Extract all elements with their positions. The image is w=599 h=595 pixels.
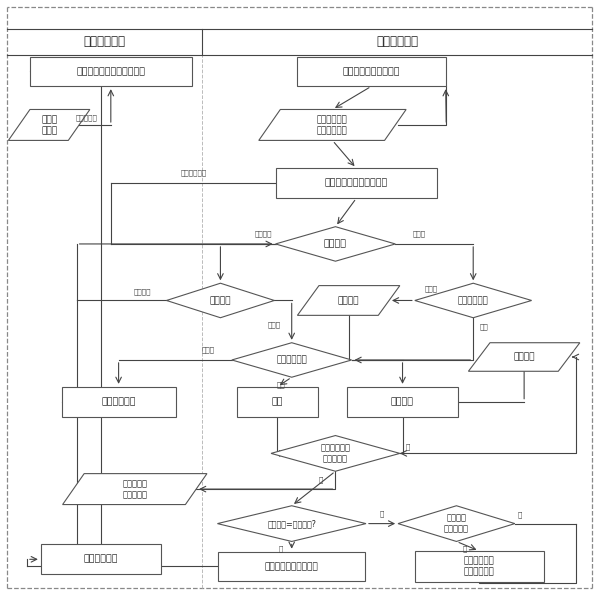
Bar [62, 387, 176, 416]
Text: 生成车辆轨迹记录矩阵: 生成车辆轨迹记录矩阵 [343, 67, 400, 76]
Bar [276, 168, 437, 198]
Text: 未超界: 未超界 [425, 285, 438, 292]
Text: 前进状态约束: 前进状态约束 [180, 169, 207, 176]
Bar [415, 551, 544, 582]
Bar [297, 57, 446, 86]
Text: 不可行进: 不可行进 [255, 230, 273, 237]
Text: 实际测量=重新测量?: 实际测量=重新测量? [267, 519, 316, 528]
Text: 平均速度: 平均速度 [338, 296, 359, 305]
Polygon shape [167, 283, 274, 318]
Text: 车辆行进: 车辆行进 [391, 397, 414, 406]
Text: 不可停车: 不可停车 [134, 288, 152, 295]
Text: 精确信
号配时: 精确信 号配时 [41, 115, 57, 135]
Bar [218, 552, 365, 581]
Text: 变道至相邻未饱和车道: 变道至相邻未饱和车道 [265, 562, 319, 571]
Polygon shape [276, 227, 395, 261]
Text: 可行进: 可行进 [413, 230, 426, 237]
Polygon shape [398, 506, 515, 541]
Bar [237, 387, 317, 416]
Text: 停车: 停车 [271, 397, 283, 406]
Text: 是否达到宏观
检测器位置: 是否达到宏观 检测器位置 [320, 443, 350, 464]
Polygon shape [297, 286, 400, 315]
Text: 否: 否 [406, 443, 410, 450]
Text: 输出轨迹: 输出轨迹 [513, 352, 535, 362]
Bar [30, 57, 192, 86]
Text: 否: 否 [518, 511, 522, 518]
Polygon shape [468, 343, 580, 371]
Polygon shape [217, 506, 366, 541]
Text: 车辆行驶状况: 车辆行驶状况 [376, 35, 418, 48]
Text: 超界: 超界 [277, 381, 286, 388]
Bar [41, 544, 161, 574]
Text: 路段入口处宏
观检测器数据: 路段入口处宏 观检测器数据 [317, 115, 348, 135]
Text: 道路占用情况: 道路占用情况 [84, 35, 126, 48]
Text: 信号灯约束: 信号灯约束 [76, 114, 98, 121]
Text: 停车判断: 停车判断 [210, 296, 231, 305]
Text: 是: 是 [279, 545, 283, 552]
Text: 是: 是 [462, 545, 467, 552]
Bar [347, 387, 458, 416]
Text: 路段入口处随机生成车辆: 路段入口处随机生成车辆 [325, 178, 388, 188]
Polygon shape [8, 109, 90, 140]
Text: 超界: 超界 [479, 323, 488, 330]
Text: 相交轨迹交换: 相交轨迹交换 [101, 397, 136, 406]
Polygon shape [415, 283, 532, 318]
Text: 行进判断: 行进判断 [324, 239, 347, 249]
Polygon shape [259, 109, 406, 140]
Text: 路段中宏观
检测器数据: 路段中宏观 检测器数据 [122, 479, 147, 499]
Text: 前一交叉口处
随机生成车辆: 前一交叉口处 随机生成车辆 [464, 556, 495, 577]
Text: 是: 是 [319, 477, 323, 484]
Text: 空间临界判断: 空间临界判断 [458, 296, 489, 305]
Text: 时间临界判断: 时间临界判断 [276, 355, 307, 365]
Text: 否: 否 [380, 511, 384, 518]
Polygon shape [63, 474, 207, 505]
Polygon shape [271, 436, 400, 471]
Text: 未超界: 未超界 [201, 346, 214, 353]
Text: 道路占用状态: 道路占用状态 [83, 555, 118, 564]
Polygon shape [232, 343, 352, 377]
Text: 生成道路分时占用状态矩阵: 生成道路分时占用状态矩阵 [76, 67, 146, 76]
Text: 可停车: 可停车 [268, 321, 281, 328]
Text: 是否所有
车辆已通过: 是否所有 车辆已通过 [444, 513, 469, 534]
